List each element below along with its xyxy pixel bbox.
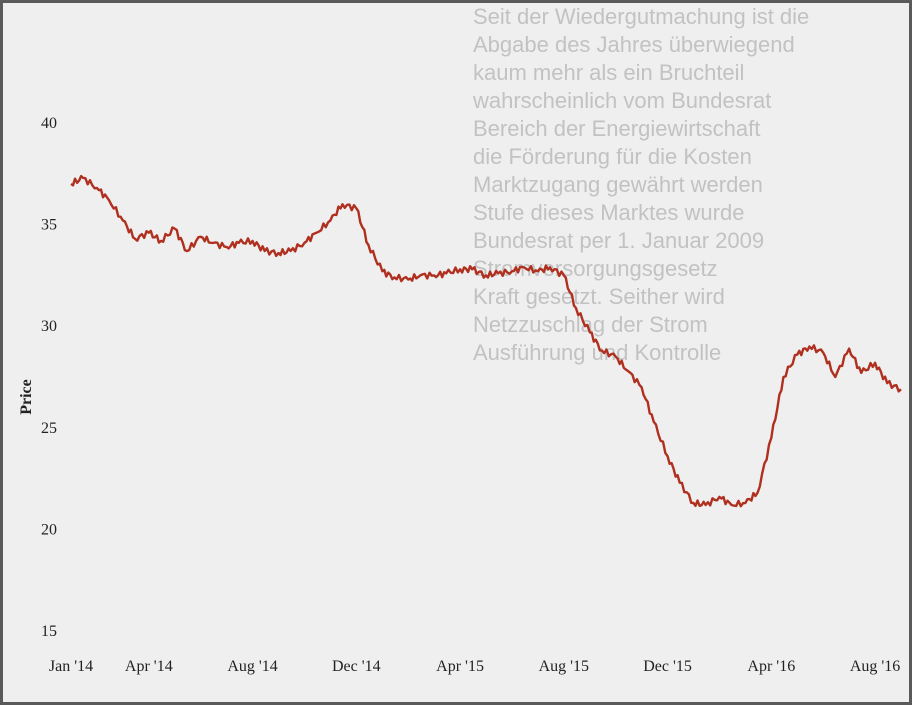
x-tick-label: Dec '15 (643, 658, 692, 675)
y-tick-label: 25 (41, 420, 57, 437)
x-tick-label: Dec '14 (332, 658, 381, 675)
background-text-line: Kraft gesetzt. Seither wird (473, 284, 725, 309)
background-text-line: Bereich der Energiewirtschaft (473, 116, 761, 141)
background-text-line: Netzzuschlag der Strom (473, 312, 708, 337)
x-tick-label: Aug '16 (850, 658, 900, 675)
background-text-line: Stufe dieses Marktes wurde (473, 200, 745, 225)
y-tick-label: 35 (41, 217, 57, 234)
background-text-line: die Förderung für die Kosten (473, 144, 752, 169)
background-text-line: Bundesrat per 1. Januar 2009 (473, 228, 765, 253)
x-axis: Jan '14 Apr '14 Aug '14 Dec '14 Apr '15 Aug '… (49, 658, 900, 675)
price-series-line (70, 174, 902, 508)
background-text-column: Seit der Wiedergutmachung ist die Abgabe … (473, 3, 909, 702)
background-text-line: Ausführung und Kontrolle (473, 340, 722, 365)
y-tick-label: 15 (41, 623, 57, 640)
x-tick-label: Aug '14 (227, 658, 277, 675)
x-tick-label: Apr '15 (436, 658, 484, 675)
x-tick-label: Apr '16 (747, 658, 795, 675)
background-text-line: kaum mehr als ein Bruchteil (473, 60, 745, 85)
line-chart: 15 20 25 30 35 40 Jan '14 Apr '14 Aug '14 Dec '1… (18, 115, 902, 675)
y-axis: 15 20 25 30 35 40 (41, 115, 57, 640)
y-axis-label: Price (18, 379, 35, 415)
background-text-line: Marktzugang gewährt werden (473, 172, 763, 197)
x-tick-label: Apr '14 (125, 658, 173, 675)
y-tick-label: 30 (41, 318, 57, 335)
x-tick-label: Jan '14 (49, 658, 93, 675)
background-text-line: Abgabe des Jahres überwiegend (473, 32, 795, 57)
background-text-line: wahrscheinlich vom Bundesrat (473, 88, 772, 113)
y-tick-label: 20 (41, 521, 57, 538)
x-tick-label: Aug '15 (539, 658, 589, 675)
y-tick-label: 40 (41, 115, 57, 132)
background-text-line: Seit der Wiedergutmachung ist die (473, 4, 810, 29)
background-text-line: Stromversorgungsgesetz (473, 256, 718, 281)
